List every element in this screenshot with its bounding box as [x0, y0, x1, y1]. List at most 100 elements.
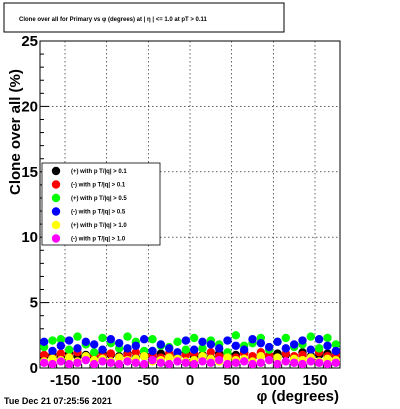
data-point	[298, 359, 307, 369]
legend-marker	[51, 220, 61, 230]
y-tick-labels: 0 5 10 15 20 25	[21, 33, 38, 377]
legend-entry: (+) with p T/|q| > 0.5	[51, 193, 127, 203]
x-tick-label: -150	[50, 372, 80, 389]
data-point	[73, 344, 82, 353]
title-box: Clone over all for Primary vs φ (degrees…	[3, 2, 285, 33]
data-point	[314, 358, 324, 367]
data-point	[164, 359, 174, 369]
data-point	[189, 345, 199, 354]
data-point	[156, 358, 166, 367]
y-axis-title: Clone over all (%)	[7, 69, 24, 195]
data-point	[206, 358, 216, 367]
data-point	[256, 338, 266, 348]
data-point	[48, 336, 57, 345]
x-tick-labels: -150 -100 -50 0 50 100 150	[50, 372, 328, 389]
legend-entry: (-) with p T/|q| > 0.1	[51, 180, 126, 189]
data-point	[256, 352, 266, 361]
series-4	[39, 335, 341, 357]
data-point	[156, 340, 166, 349]
data-point	[181, 336, 191, 345]
data-point	[148, 335, 157, 344]
data-point	[289, 358, 299, 367]
x-tick-label: 0	[186, 372, 194, 389]
data-point	[189, 333, 199, 343]
data-point	[64, 345, 74, 354]
data-point	[139, 359, 149, 369]
data-point	[198, 357, 207, 366]
data-point	[239, 357, 249, 366]
data-point	[331, 358, 341, 367]
data-point	[323, 333, 332, 343]
data-point	[231, 331, 241, 340]
data-point	[181, 345, 191, 354]
data-point	[164, 353, 174, 362]
data-point	[173, 337, 182, 347]
data-point	[223, 359, 232, 369]
data-point	[248, 359, 257, 369]
data-point	[89, 359, 99, 369]
data-point	[273, 337, 282, 347]
data-point	[331, 340, 341, 349]
data-point	[131, 358, 141, 367]
data-point	[314, 344, 324, 353]
legend-entry: (-) with p T/|q| > 0.5	[51, 207, 126, 216]
data-point	[323, 341, 332, 350]
data-point	[48, 359, 57, 369]
data-point	[223, 353, 232, 362]
chart-title: Clone over all for Primary vs φ (degrees…	[19, 17, 208, 23]
data-point	[214, 344, 224, 353]
data-point	[39, 350, 49, 360]
data-point	[81, 337, 91, 347]
data-point	[281, 344, 291, 353]
data-points	[39, 331, 341, 369]
data-point	[48, 346, 57, 356]
data-point	[223, 336, 232, 345]
legend-label: (-) with p T/|q| > 0.5	[71, 210, 126, 216]
y-tick-label: 10	[21, 229, 38, 246]
data-point	[273, 353, 282, 362]
series-6	[39, 355, 341, 369]
x-tick-label: 100	[261, 372, 286, 389]
y-tick-label: 0	[30, 360, 38, 377]
data-point	[198, 337, 207, 347]
data-point	[206, 348, 216, 357]
data-point	[89, 340, 99, 349]
data-point	[173, 348, 182, 357]
legend-marker	[51, 180, 61, 189]
data-point	[281, 333, 291, 343]
legend-label: (-) with p T/|q| > 1.0	[71, 237, 126, 243]
data-point	[131, 348, 141, 357]
data-point	[298, 336, 307, 345]
legend-label: (+) with p T/|q| > 0.5	[71, 196, 127, 202]
x-tick-label: 150	[302, 372, 327, 389]
data-point	[256, 358, 266, 367]
legend-label: (+) with p T/|q| > 1.0	[71, 223, 127, 229]
data-point	[56, 357, 66, 366]
legend-label: (+) with p T/|q| > 0.1	[71, 169, 127, 175]
data-point	[231, 341, 241, 350]
data-point	[123, 357, 132, 366]
data-point	[73, 358, 82, 367]
legend-entry: (-) with p T/|q| > 1.0	[51, 234, 126, 243]
timestamp: Tue Dec 21 07:25:56 2021	[4, 396, 112, 406]
data-point	[106, 349, 116, 358]
data-point	[123, 332, 132, 341]
data-point	[306, 357, 316, 366]
data-point	[239, 345, 249, 354]
data-point	[56, 335, 66, 344]
data-point	[98, 333, 107, 343]
grid-lines	[40, 41, 340, 368]
data-point	[131, 341, 141, 350]
data-point	[56, 341, 66, 350]
data-point	[106, 358, 116, 367]
data-point	[214, 355, 224, 365]
data-point	[98, 345, 107, 354]
data-point	[39, 358, 49, 367]
data-point	[64, 353, 74, 362]
legend-entry: (+) with p T/|q| > 1.0	[51, 220, 127, 230]
legend-marker	[51, 166, 61, 176]
data-point	[148, 355, 157, 365]
y-tick-label: 20	[21, 98, 38, 115]
data-point	[281, 357, 291, 366]
